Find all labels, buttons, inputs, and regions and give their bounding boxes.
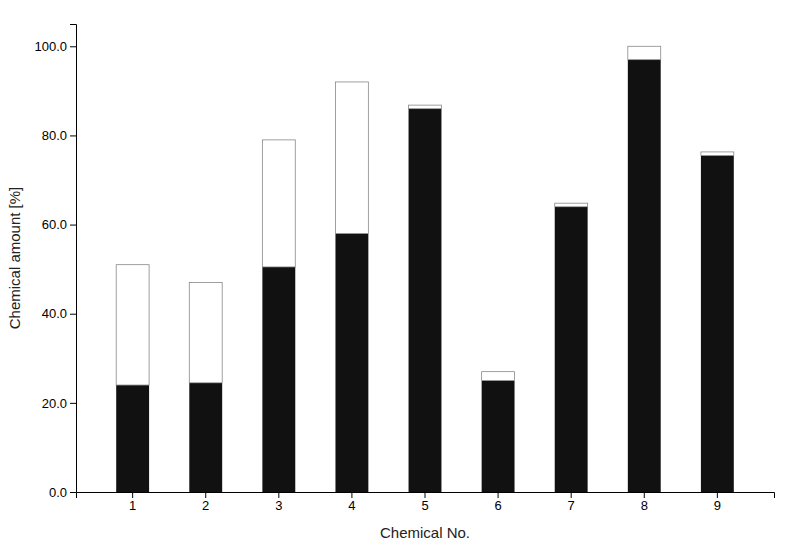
bar [409,105,442,109]
bar [482,372,515,381]
y-axis: 0.0 20.0 40.0 60.0 80.0 100.0 [34,25,76,500]
y-tick-label: 80.0 [42,128,67,143]
bar [116,385,149,492]
bars [116,46,734,492]
bar [482,381,515,492]
y-tick-label: 60.0 [42,217,67,232]
y-tick-mark [70,225,76,226]
y-tick: 40.0 [42,306,76,321]
x-tick: 9 [714,492,721,513]
bar [628,46,661,59]
x-tick: 2 [202,492,209,513]
y-tick: 60.0 [42,217,76,232]
bar [116,265,149,385]
bar [262,140,295,267]
chart-svg: 1 2 3 4 5 6 7 8 9 0.0 20.0 40.0 60.0 80.0 100.0 Chemica… [0,0,798,552]
y-tick: 20.0 [42,396,76,411]
x-tick: 5 [421,492,428,513]
bar [335,82,368,234]
x-tick-label: 8 [641,498,648,513]
y-tick-mark [70,135,76,136]
x-tick-mark [498,492,499,498]
bar [701,152,734,156]
bar [701,155,734,492]
bar [189,283,222,383]
x-tick-label: 9 [714,498,721,513]
x-tick-label: 6 [494,498,501,513]
x-tick-mark [132,492,133,498]
y-tick-mark [70,403,76,404]
x-tick-label: 1 [129,498,136,513]
x-tick: 1 [129,492,136,513]
x-tick-mark [278,492,279,498]
y-tick: 0.0 [49,485,76,500]
bar [555,207,588,492]
y-tick-label: 100.0 [34,39,67,54]
x-axis-line [77,493,775,499]
x-tick: 8 [641,492,648,513]
x-tick: 6 [494,492,501,513]
x-tick-label: 5 [421,498,428,513]
y-tick-label: 40.0 [42,306,67,321]
x-tick-mark [644,492,645,498]
x-tick-mark [351,492,352,498]
y-tick: 80.0 [42,128,76,143]
x-axis-title: Chemical No. [380,524,470,541]
y-tick-mark [70,314,76,315]
bar [409,109,442,492]
y-tick-mark [70,492,76,493]
chart-container: 1 2 3 4 5 6 7 8 9 0.0 20.0 40.0 60.0 80.0 100.0 Chemica… [0,0,798,552]
x-tick-mark [205,492,206,498]
bar [555,203,588,207]
plot-area: 1 2 3 4 5 6 7 8 9 0.0 20.0 40.0 60.0 80.0 100.0 Chemica… [6,25,775,542]
y-tick-label: 20.0 [42,396,67,411]
bar [189,383,222,492]
x-tick: 4 [348,492,355,513]
bar [335,233,368,492]
y-axis-line [70,25,77,493]
x-tick-mark [571,492,572,498]
y-tick-mark [70,46,76,47]
x-tick: 3 [275,492,282,513]
x-tick-mark [425,492,426,498]
x-tick-label: 7 [568,498,575,513]
x-tick-label: 4 [348,498,355,513]
bar [628,60,661,492]
bar-series [116,60,734,492]
x-axis: 1 2 3 4 5 6 7 8 9 [77,492,775,513]
y-tick: 100.0 [34,39,76,54]
x-tick-mark [717,492,718,498]
x-tick-label: 2 [202,498,209,513]
x-tick-label: 3 [275,498,282,513]
bar [262,267,295,492]
y-tick-label: 0.0 [49,485,67,500]
bar-series [116,46,734,385]
y-axis-title: Chemical amount [%] [6,187,23,330]
x-tick: 7 [568,492,575,513]
